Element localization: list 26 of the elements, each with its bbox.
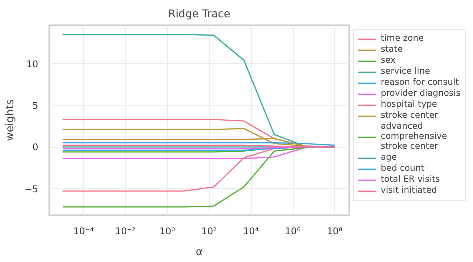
x-tick-label: 10⁶ (285, 226, 302, 238)
legend-label: stroke center (381, 110, 438, 120)
legend-label: service line (381, 66, 430, 76)
x-axis-title: α (196, 246, 204, 258)
x-tick-label: 10⁴ (243, 226, 260, 238)
y-tick-label: 10 (26, 59, 39, 70)
legend-label: reason for consult (381, 78, 460, 88)
legend-label: visit initiated (381, 186, 438, 196)
x-tick-label: 10⁰ (160, 226, 176, 238)
legend-label: total ER visits (381, 174, 440, 184)
y-tick-label: 0 (32, 142, 39, 154)
legend-label: sex (381, 56, 397, 66)
legend-label: provider diagnosis (381, 88, 461, 98)
x-tick-label: 10⁸ (327, 226, 343, 238)
y-tick-label: −5 (24, 184, 39, 196)
x-tick-label: 10⁻⁴ (74, 226, 94, 238)
chart-title: Ridge Trace (168, 8, 231, 20)
x-tick-label: 10⁻² (115, 226, 136, 238)
y-axis-title: weights (4, 99, 17, 142)
legend-label: bed count (381, 164, 424, 174)
legend-label: hospital type (381, 100, 438, 110)
y-tick-label: 5 (32, 101, 39, 112)
x-tick-label: 10² (202, 226, 218, 238)
legend-label: state (381, 44, 403, 54)
legend-label: age (381, 152, 398, 162)
legend-label: time zone (381, 34, 424, 44)
